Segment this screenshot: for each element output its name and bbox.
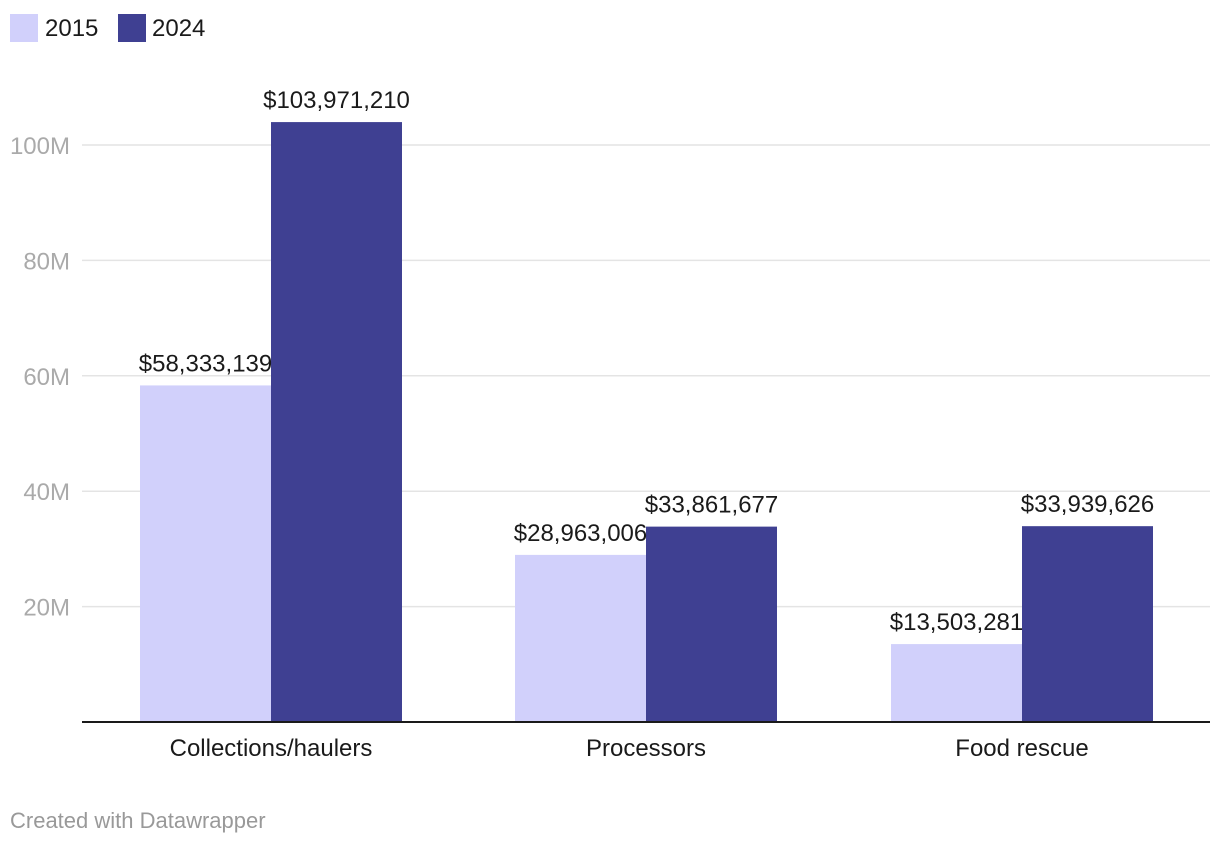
category-label: Processors xyxy=(586,735,706,762)
bar-2015 xyxy=(891,644,1022,722)
category-label: Food rescue xyxy=(955,735,1088,762)
legend-swatch-2024 xyxy=(118,14,146,42)
bars xyxy=(140,122,1153,722)
value-label-2024: $33,861,677 xyxy=(645,492,778,519)
legend-label-2024: 2024 xyxy=(152,15,205,42)
y-axis: 20M 40M 60M 80M 100M xyxy=(10,133,70,622)
bar-2024 xyxy=(646,526,777,722)
value-label-2015: $28,963,006 xyxy=(514,520,647,547)
category-label: Collections/haulers xyxy=(170,735,373,762)
legend-swatch-2015 xyxy=(10,14,38,42)
y-tick-label: 60M xyxy=(23,364,70,391)
y-tick-label: 40M xyxy=(23,479,70,506)
value-label-2024: $103,971,210 xyxy=(263,87,410,114)
value-labels: $58,333,139 $103,971,210 $28,963,006$33,86… xyxy=(139,87,1154,636)
datawrapper-credit: Created with Datawrapper xyxy=(10,808,266,833)
bar-2024 xyxy=(1022,526,1153,722)
legend-label-2015: 2015 xyxy=(45,15,98,42)
value-label-2015: $58,333,139 xyxy=(139,350,272,377)
y-tick-label: 80M xyxy=(23,248,70,275)
legend: 2015 2024 xyxy=(10,14,205,42)
bar-2015 xyxy=(140,385,271,722)
y-tick-label: 100M xyxy=(10,133,70,160)
y-tick-label: 20M xyxy=(23,595,70,622)
bar-2024 xyxy=(271,122,402,722)
value-label-2024: $33,939,626 xyxy=(1021,491,1154,518)
bar-2015 xyxy=(515,554,646,722)
value-label-2015: $13,503,281 xyxy=(890,609,1023,636)
x-axis: Collections/haulers Processors Food rescue xyxy=(82,721,1210,762)
